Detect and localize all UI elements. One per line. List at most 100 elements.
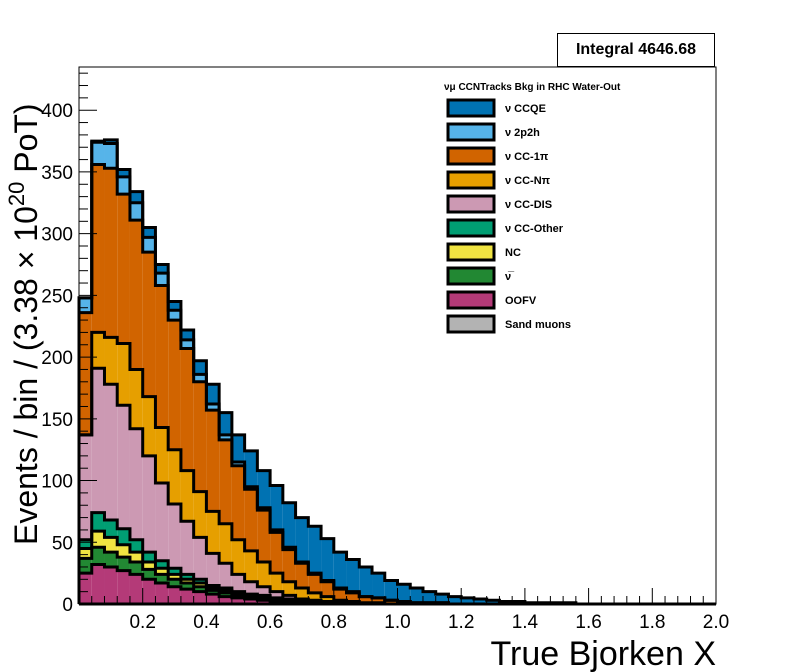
- bar-segment: [155, 264, 169, 274]
- bar-segment: [193, 591, 207, 604]
- bar-segment: [104, 537, 118, 553]
- bar-segment: [117, 528, 130, 545]
- y-axis-label-exponent: 20: [4, 182, 29, 206]
- bar-segment: [104, 337, 118, 385]
- x-tick-label: 1.8: [639, 612, 665, 633]
- bar-segment: [219, 439, 232, 524]
- bar-segment: [155, 583, 169, 604]
- bar-segment: [129, 428, 143, 540]
- bar-segment: [193, 579, 207, 584]
- legend-label: ν CC-DIS: [505, 199, 552, 211]
- y-axis-label: Events / bin / (3.38 × 1020 PoT): [4, 103, 44, 545]
- legend-entry: ν CC-Other: [446, 218, 564, 238]
- x-tick-label: 0.4: [193, 612, 220, 633]
- x-tick-label: 1.0: [384, 612, 410, 633]
- bar-segment: [193, 381, 207, 492]
- bar-segment: [219, 592, 232, 597]
- y-tick-label: 100: [41, 472, 73, 493]
- bar-segment: [180, 470, 194, 522]
- bar-segment: [168, 301, 181, 311]
- bar-segment: [104, 552, 118, 567]
- series-5: [79, 368, 334, 603]
- legend-swatch: [446, 194, 496, 214]
- bar-segment: [270, 532, 283, 574]
- x-tick-label: 1.6: [575, 612, 601, 633]
- bar-segment: [142, 579, 156, 604]
- bar-segment: [91, 142, 105, 165]
- bar-segment: [129, 369, 143, 429]
- legend-entry: Sand muons: [446, 314, 571, 334]
- bar-segment: [117, 570, 130, 604]
- bar-segment: [180, 583, 194, 590]
- y-tick-label: 0: [62, 595, 73, 616]
- legend-label: ν CC-1π: [505, 151, 549, 163]
- legend-swatch: [446, 242, 496, 262]
- bar-segment: [79, 558, 92, 574]
- legend-swatch: [446, 146, 496, 166]
- legend-entry: ν 2p2h: [446, 122, 540, 142]
- bar-segment: [461, 597, 474, 604]
- bar-segment: [104, 143, 118, 169]
- bar-segment: [231, 597, 245, 604]
- bar-segment: [168, 579, 181, 587]
- bar-segment: [384, 600, 398, 604]
- bar-segment: [155, 285, 169, 428]
- legend-entry: ν CC-DIS: [446, 194, 552, 214]
- bar-segment: [257, 562, 271, 587]
- legend-swatch: [446, 98, 496, 118]
- bar-segment: [104, 168, 118, 338]
- bar-segment: [180, 521, 194, 575]
- bar-segment: [193, 374, 207, 382]
- bar-segment: [219, 596, 232, 604]
- bar-segment: [473, 599, 487, 604]
- bar-segment: [206, 410, 220, 512]
- bar-segment: [359, 596, 373, 603]
- legend-label: ν CC-Other: [505, 223, 564, 235]
- x-tick-label: 1.4: [512, 612, 539, 633]
- bar-segment: [104, 520, 118, 538]
- bar-segment: [155, 273, 169, 286]
- legend-items: ν CCQE ν 2p2h ν CC-1π ν CC-Nπ ν CC-DIS ν CC-O…: [446, 98, 571, 334]
- y-tick-label: 150: [41, 410, 73, 431]
- bar-segment: [257, 600, 271, 604]
- bar-segment: [155, 560, 169, 569]
- bar-segment: [384, 580, 398, 601]
- x-axis-label: True Bjorken X: [491, 635, 717, 672]
- bar-segment: [79, 434, 92, 540]
- bar-segment: [219, 523, 232, 564]
- bar-segment: [486, 600, 500, 604]
- bar-segment: [206, 404, 220, 411]
- bar-segment: [117, 343, 130, 406]
- bar-segment: [244, 450, 258, 487]
- bar-segment: [359, 566, 373, 597]
- bar-segment: [129, 220, 143, 370]
- bar-segment: [129, 539, 143, 553]
- bar-segment: [206, 384, 220, 405]
- bar-segment: [206, 590, 220, 595]
- bar-segment: [333, 552, 347, 588]
- bar-segment: [142, 552, 156, 563]
- legend-entry: OOFV: [446, 290, 537, 310]
- bar-segment: [180, 339, 194, 349]
- legend-swatch: [446, 122, 496, 142]
- series-2: [79, 547, 322, 603]
- bar-segment: [244, 550, 258, 582]
- bar-segment: [448, 596, 462, 604]
- bar-segment: [321, 596, 334, 602]
- bar-segment: [129, 202, 143, 221]
- bar-segment: [129, 191, 143, 203]
- bar-segment: [142, 237, 156, 253]
- bar-segment: [180, 329, 194, 340]
- legend-entry: ν̅: [446, 266, 515, 286]
- bar-segment: [346, 592, 360, 602]
- series-1: [79, 564, 347, 604]
- x-axis: 0.2 0.4 0.6 0.8 1.0 1.2 1.4 1.6 1.8 2.0: [91, 588, 729, 633]
- legend-entry: ν CC-Nπ: [446, 170, 551, 190]
- legend-label: Sand muons: [505, 319, 571, 331]
- bar-segment: [295, 563, 309, 588]
- legend-label: NC: [505, 247, 521, 259]
- bar-segment: [117, 176, 130, 195]
- bar-segment: [155, 427, 169, 484]
- bar-segment: [180, 579, 194, 584]
